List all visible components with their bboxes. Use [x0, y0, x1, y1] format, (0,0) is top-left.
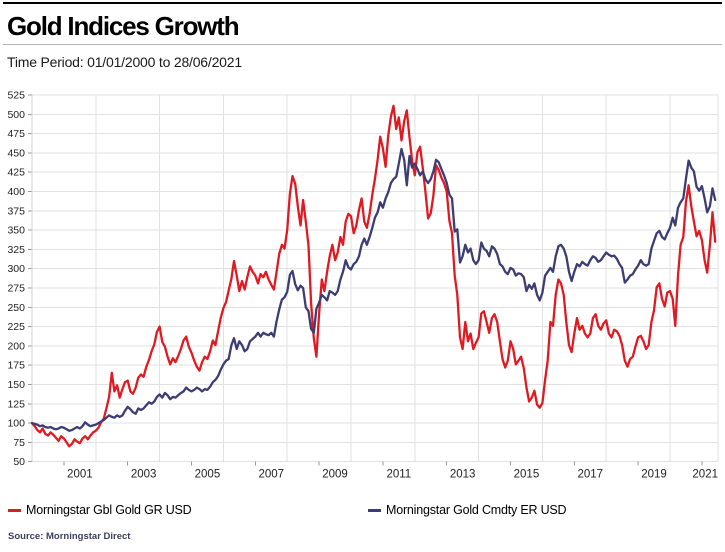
top-border-line: [3, 2, 722, 4]
source-attribution: Source: Morningstar Direct: [8, 531, 131, 542]
legend-label-gbl-gold-gr: Morningstar Gbl Gold GR USD: [26, 503, 192, 517]
x-axis-label-2009: 2009: [322, 469, 348, 481]
x-axis-label-2021: 2021: [692, 469, 718, 481]
x-axis-label-2007: 2007: [258, 469, 284, 481]
legend-swatch-red-line: [8, 508, 21, 512]
x-axis-label-2017: 2017: [577, 469, 603, 481]
series-line-gold-cmdty-er: [30, 147, 717, 432]
y-axis-label-325: 325: [7, 244, 25, 256]
x-axis-label-2015: 2015: [514, 469, 540, 481]
x-axis-label-2013: 2013: [450, 469, 476, 481]
y-axis-label-425: 425: [7, 167, 25, 179]
x-axis-label-2019: 2019: [641, 469, 667, 481]
page-title: Gold Indices Growth: [7, 11, 240, 41]
y-axis-label-475: 475: [7, 128, 25, 140]
header-divider-line: [3, 44, 722, 45]
series-line-gbl-gold-gr: [30, 104, 717, 448]
legend: Morningstar Gbl Gold GR USD Morningstar …: [0, 501, 725, 519]
legend-item-gbl-gold-gr: Morningstar Gbl Gold GR USD: [8, 501, 192, 519]
x-axis-label-2001: 2001: [67, 469, 93, 481]
y-axis-label-250: 250: [7, 302, 25, 314]
y-axis-label-375: 375: [7, 205, 25, 217]
y-axis-label-75: 75: [13, 437, 25, 449]
y-axis-label-100: 100: [7, 418, 25, 430]
x-axis-label-2011: 2011: [386, 469, 411, 481]
y-axis-label-175: 175: [7, 360, 25, 372]
legend-item-gold-cmdty-er: Morningstar Gold Cmdty ER USD: [368, 501, 567, 519]
y-axis-label-200: 200: [7, 340, 25, 352]
legend-label-gold-cmdty-er: Morningstar Gold Cmdty ER USD: [386, 503, 567, 517]
x-axis-label-2005: 2005: [195, 469, 221, 481]
x-axis-label-2003: 2003: [131, 469, 157, 481]
time-period-label: Time Period: 01/01/2000 to 28/06/2021: [7, 54, 242, 70]
y-axis-label-50: 50: [13, 456, 25, 468]
y-axis-label-300: 300: [7, 263, 25, 275]
y-axis-label-225: 225: [7, 321, 25, 333]
y-axis-label-150: 150: [7, 379, 25, 391]
y-axis-label-125: 125: [7, 398, 25, 410]
y-axis-label-500: 500: [7, 109, 25, 121]
y-axis-label-275: 275: [7, 283, 25, 295]
y-axis-label-350: 350: [7, 225, 25, 237]
y-axis-label-450: 450: [7, 147, 25, 159]
y-axis-label-400: 400: [7, 186, 25, 198]
legend-swatch-navy-line: [368, 508, 381, 512]
y-axis-label-525: 525: [7, 90, 25, 102]
